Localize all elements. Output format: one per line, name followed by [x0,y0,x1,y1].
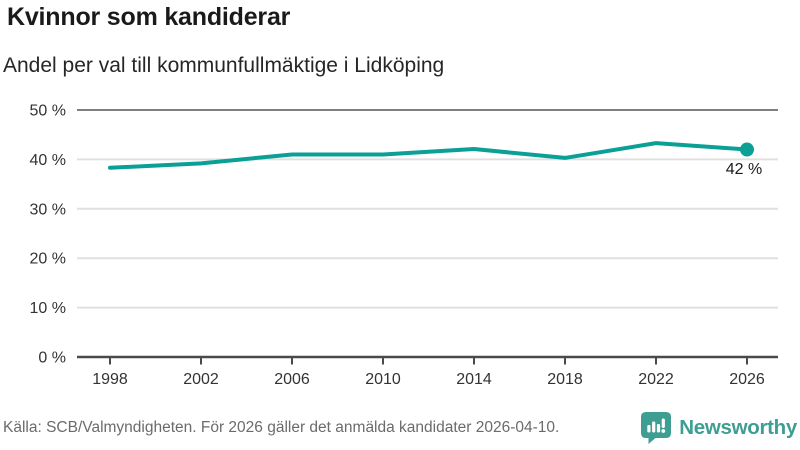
x-tick-label-2006: 2006 [274,371,310,388]
x-tick-label-1998: 1998 [92,371,128,388]
source-note: Källa: SCB/Valmyndigheten. För 2026 gäll… [3,419,560,436]
y-tick-label-10: 10 % [30,300,66,317]
data-line [108,141,749,170]
x-tick-label-2014: 2014 [456,371,492,388]
y-tick-label-0: 0 % [38,350,66,367]
x-tick-label-2002: 2002 [183,371,219,388]
y-tick-label-50: 50 % [30,103,66,120]
x-tick-label-2022: 2022 [638,371,674,388]
end-point-marker [740,142,754,157]
newsworthy-logo: Newsworthy [641,412,797,444]
y-tick-label-20: 20 % [30,251,66,268]
x-tick-label-2018: 2018 [547,371,583,388]
newsworthy-speech-bubble-chart-icon [641,412,672,444]
x-tick-label-2026: 2026 [729,371,765,388]
newsworthy-wordmark: Newsworthy [679,416,797,439]
footer: Källa: SCB/Valmyndigheten. För 2026 gäll… [0,409,800,447]
last-value-label: 42 % [726,161,762,178]
chart-subtitle: Andel per val till kommunfullmäktige i L… [3,54,445,77]
y-tick-label-40: 40 % [30,152,66,169]
chart-title: Kvinnor som kandiderar [7,3,291,31]
x-tick-label-2010: 2010 [365,371,401,388]
y-tick-label-30: 30 % [30,201,66,218]
